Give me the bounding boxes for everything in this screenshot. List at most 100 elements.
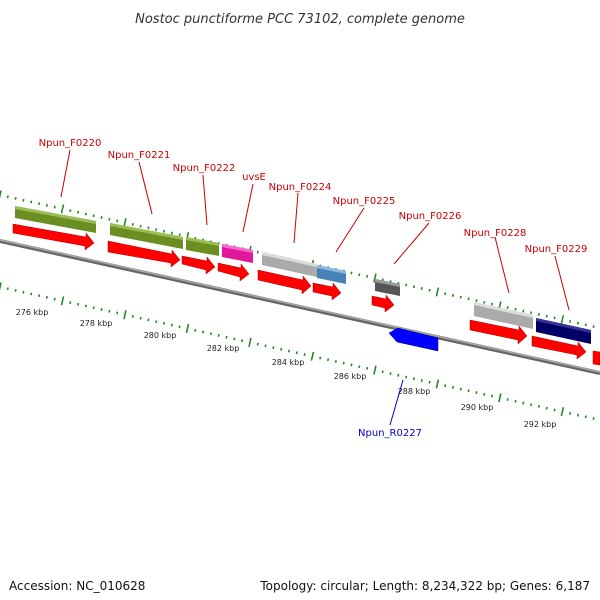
- minor-tick: [569, 319, 572, 323]
- minor-tick: [514, 399, 517, 403]
- minor-tick: [530, 311, 533, 315]
- feature-bar: [375, 279, 400, 296]
- label-leader-lines: [60, 149, 570, 426]
- minor-tick: [537, 313, 540, 316]
- minor-tick: [350, 363, 353, 367]
- minor-tick: [53, 205, 56, 209]
- cds-arrow-forward: [217, 262, 250, 282]
- minor-tick: [397, 373, 400, 377]
- minor-tick: [420, 287, 423, 290]
- minor-tick: [45, 203, 48, 207]
- minor-tick: [38, 202, 41, 206]
- minor-tick: [108, 217, 111, 221]
- minor-tick: [69, 301, 72, 305]
- feature-bars: [15, 206, 591, 344]
- minor-tick: [131, 315, 134, 318]
- lower-tick-row: [0, 282, 595, 420]
- minor-tick: [100, 308, 103, 311]
- minor-tick: [116, 219, 119, 223]
- minor-tick: [272, 346, 275, 350]
- kbp-label: 284 kbp: [272, 358, 305, 367]
- major-tick: [310, 351, 315, 361]
- minor-tick: [155, 228, 158, 232]
- minor-tick: [170, 323, 173, 327]
- minor-tick: [6, 195, 9, 199]
- cds-arrow-forward: [181, 255, 216, 275]
- minor-tick: [405, 375, 408, 379]
- major-tick: [560, 407, 565, 417]
- minor-tick: [241, 339, 244, 343]
- minor-tick: [592, 325, 595, 328]
- minor-tick: [69, 209, 72, 213]
- minor-tick: [428, 380, 431, 384]
- minor-tick: [381, 370, 384, 374]
- minor-tick: [483, 392, 486, 396]
- minor-tick: [358, 365, 361, 369]
- accession-text: Accession: NC_010628: [9, 579, 146, 593]
- feature-bar: [262, 252, 317, 277]
- minor-tick: [584, 323, 587, 327]
- minor-tick: [303, 353, 306, 356]
- minor-tick: [155, 320, 158, 324]
- gene-label: Npun_F0226: [399, 211, 462, 222]
- minor-tick: [84, 212, 87, 216]
- minor-tick: [209, 332, 212, 336]
- minor-tick: [592, 417, 595, 420]
- major-tick: [435, 287, 440, 297]
- feature-bar: [474, 302, 533, 329]
- major-tick: [435, 379, 440, 389]
- minor-tick: [147, 318, 150, 322]
- minor-tick: [553, 316, 556, 320]
- minor-tick: [428, 288, 431, 292]
- minor-tick: [256, 342, 259, 346]
- minor-tick: [366, 274, 369, 278]
- cds-arrows: [12, 223, 600, 366]
- gene-label: Npun_F0228: [464, 228, 527, 239]
- minor-tick: [295, 351, 298, 355]
- minor-tick: [170, 231, 173, 235]
- major-tick: [60, 204, 65, 214]
- minor-tick: [100, 216, 103, 219]
- major-tick: [123, 310, 127, 320]
- major-tick: [0, 282, 2, 291]
- minor-tick: [569, 411, 572, 415]
- minor-tick: [162, 321, 166, 325]
- minor-tick: [537, 405, 540, 408]
- minor-tick: [389, 372, 392, 375]
- minor-tick: [147, 226, 150, 230]
- major-tick: [373, 273, 377, 283]
- gene-labels: Npun_F0220 Npun_F0221 Npun_F0222 uvsE Np…: [39, 138, 588, 439]
- cds-arrow-forward: [12, 223, 95, 251]
- minor-tick: [459, 387, 462, 391]
- minor-tick: [553, 408, 556, 412]
- minor-tick: [131, 223, 134, 226]
- cds-arrow-forward: [592, 350, 600, 366]
- gene-label: Npun_R0227: [358, 428, 422, 439]
- minor-tick: [178, 325, 181, 329]
- minor-tick: [506, 306, 509, 309]
- kbp-label: 276 kbp: [16, 308, 49, 317]
- minor-tick: [22, 198, 25, 202]
- cds-arrow-forward: [531, 335, 587, 360]
- kbp-label: 278 kbp: [80, 319, 113, 328]
- minor-tick: [178, 233, 181, 237]
- major-tick: [560, 315, 565, 325]
- minor-tick: [483, 300, 486, 304]
- minor-tick: [358, 273, 361, 277]
- feature-bar: [317, 265, 346, 284]
- minor-tick: [14, 197, 17, 200]
- minor-tick: [217, 334, 220, 337]
- minor-tick: [327, 358, 330, 362]
- minor-tick: [139, 224, 142, 228]
- cds-arrow-forward: [107, 240, 181, 268]
- feature-bar: [186, 237, 219, 256]
- minor-tick: [45, 295, 48, 299]
- minor-tick: [233, 337, 236, 341]
- minor-tick: [139, 316, 142, 320]
- minor-tick: [194, 328, 197, 332]
- minor-tick: [342, 361, 345, 365]
- minor-tick: [444, 384, 447, 388]
- minor-tick: [530, 403, 533, 407]
- gene-label: uvsE: [242, 172, 266, 183]
